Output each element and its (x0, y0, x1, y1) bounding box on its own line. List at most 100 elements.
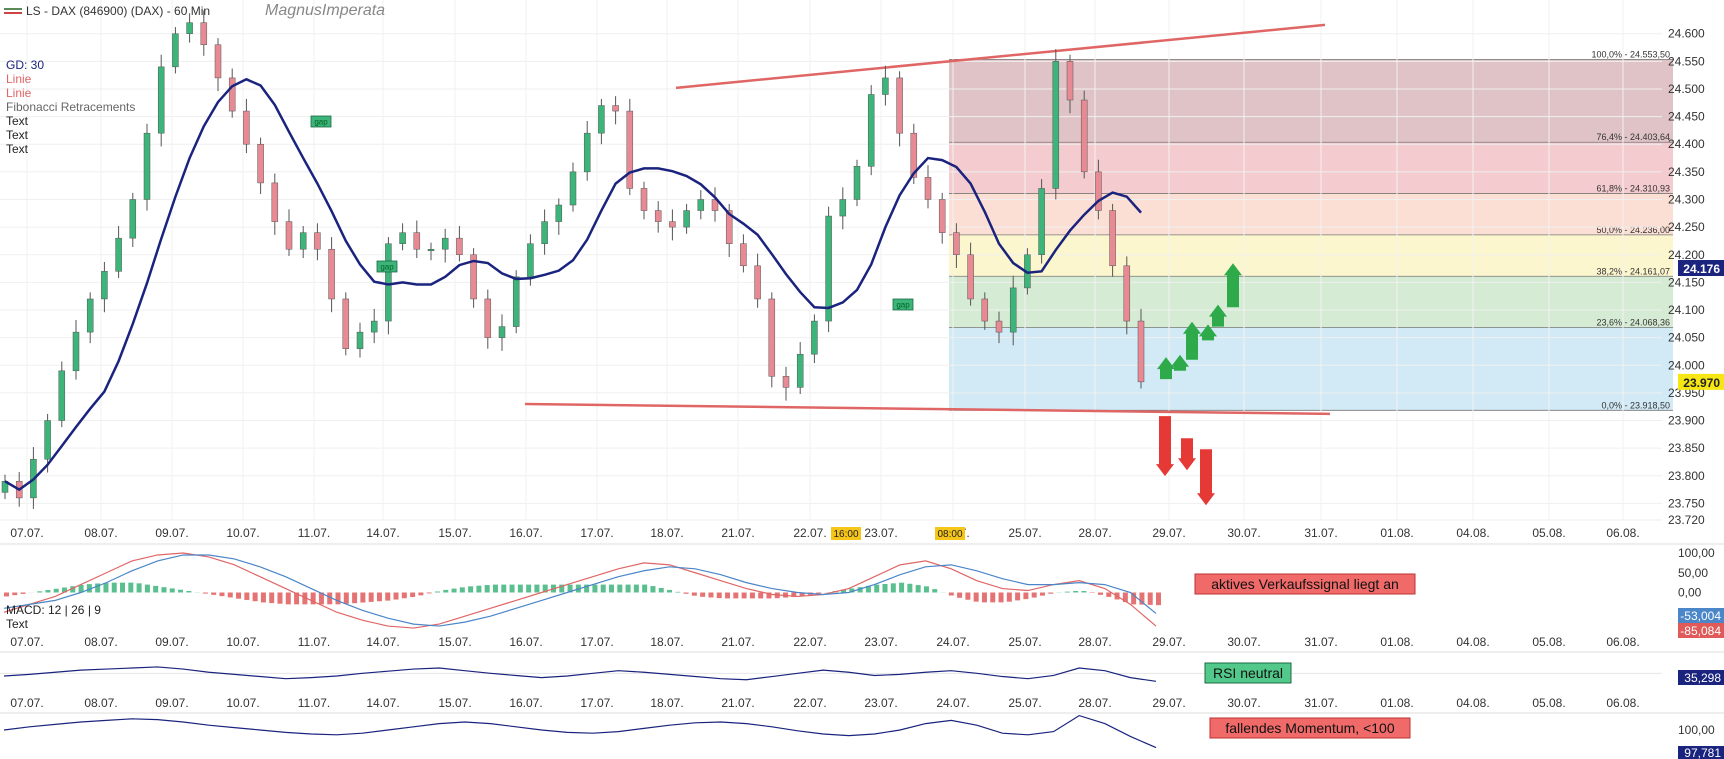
rsi-x-tick-16: 29.07. (1152, 696, 1185, 710)
candle-body (299, 232, 307, 250)
legend-text-2[interactable]: Text (6, 128, 29, 142)
main-x-tick-3: 10.07. (226, 526, 259, 540)
macd-text[interactable]: Text (6, 617, 29, 631)
up-arrow-3 (1199, 324, 1217, 341)
momentum-value-text: 97,781 (1684, 746, 1721, 759)
candle-body (882, 77, 889, 95)
momentum-panel: 100,00 97,781 fallendes Momentum, <100 (3, 714, 1724, 759)
candle-body (370, 320, 378, 333)
candle-body (953, 232, 960, 256)
macd-title[interactable]: MACD: 12 | 26 | 9 (6, 603, 101, 617)
up-arrow-4 (1209, 304, 1227, 327)
macd-histogram-bar (1006, 592, 1012, 602)
macd-histogram-bar (965, 592, 971, 600)
legend-text-1[interactable]: Text (6, 114, 29, 128)
legend-line-1[interactable]: Linie (6, 72, 32, 86)
macd-histogram-bar (733, 592, 739, 599)
macd-x-tick-13: 24.07. (936, 635, 969, 649)
macd-histogram-bar (1081, 591, 1087, 593)
main-x-tick-15: 28.07. (1078, 526, 1111, 540)
candle-body (385, 243, 392, 322)
fib-zone-4 (949, 276, 1673, 328)
y-tick-12: 24.000 (1668, 358, 1705, 372)
fib-label-1: 76,4% - 24.403,64 (1596, 132, 1670, 142)
candle-body (555, 204, 563, 222)
macd-x-tick-9: 18.07. (650, 635, 683, 649)
fib-zone-3 (949, 234, 1673, 277)
macd-histogram-bar (327, 592, 333, 605)
main-x-tick-6: 15.07. (438, 526, 471, 540)
candle-body (967, 254, 974, 300)
candle-body (129, 199, 137, 239)
macd-annotation-box (1194, 573, 1416, 595)
trend-lines (524, 23, 1331, 416)
candle-body (1095, 171, 1102, 211)
rsi-value-badge (1678, 670, 1724, 685)
rsi-x-tick-15: 28.07. (1078, 696, 1111, 710)
macd-histogram-bar (948, 592, 954, 596)
legend-text-3[interactable]: Text (6, 142, 29, 156)
macd-histogram-bar (708, 592, 714, 598)
macd-annotation-text: aktives Verkaufssignal liegt an (1211, 576, 1399, 592)
macd-x-tick-22: 06.08. (1606, 635, 1639, 649)
candle-body (115, 237, 122, 272)
candle-body (612, 105, 619, 112)
legend-line-2[interactable]: Linie (6, 86, 32, 100)
down-arrow-0 (1156, 416, 1174, 477)
gap-marker-2 (892, 298, 914, 311)
candle-body (697, 199, 705, 211)
candle-body (143, 132, 151, 200)
macd-histogram-bar (725, 592, 731, 599)
scenario-arrows (1156, 263, 1242, 506)
macd-x-tick-19: 01.08. (1380, 635, 1413, 649)
main-x-tick-8: 17.07. (580, 526, 613, 540)
macd-histogram-bar (650, 586, 656, 593)
lower-trend-line (524, 402, 1331, 416)
y-tick-6: 24.300 (1668, 192, 1705, 206)
candle-body (44, 420, 51, 460)
legend-gd[interactable]: GD: 30 (6, 58, 45, 72)
macd-histogram-bar (144, 584, 150, 593)
candle-body (413, 232, 421, 250)
candle-body (527, 243, 534, 278)
candle-body (101, 271, 108, 300)
candle-body (1109, 210, 1116, 267)
fib-label-4: 38,2% - 24.161,07 (1596, 266, 1670, 276)
macd-histogram-bar (136, 583, 142, 593)
candle-body (598, 105, 605, 134)
macd-histogram-bar (600, 584, 606, 593)
candle-body (243, 110, 250, 145)
macd-histogram-bar (667, 589, 673, 593)
macd-histogram-bar (343, 592, 349, 604)
rsi-x-tick-13: 24.07. (936, 696, 969, 710)
macd-histogram-bar (584, 584, 590, 593)
candle-body (896, 77, 903, 134)
chart-header: LS - DAX (846900) (DAX) - 60 Min (4, 4, 210, 18)
time-axis: 07.07. 08.07. 09.07. 10.07. 11.07. 14.07. 15.0… (0, 526, 1724, 714)
rsi-x-tick-9: 18.07. (650, 696, 683, 710)
macd-histogram-bar (816, 592, 822, 594)
macd-histogram-bar (53, 588, 59, 593)
macd-y-tick-0: 100,00 (1678, 546, 1715, 560)
macd-value-badge (1678, 608, 1724, 623)
macd-histogram-bar (227, 592, 233, 598)
macd-histogram-bar (360, 592, 366, 603)
time-highlight-2 (935, 527, 965, 540)
legend-fibonacci[interactable]: Fibonacci Retracements (6, 100, 136, 114)
macd-signal-line (3, 554, 1157, 627)
macd-histogram-bar (1097, 592, 1103, 595)
macd-histogram-bar (459, 587, 465, 593)
y-tick-2: 24.500 (1668, 82, 1705, 96)
rsi-x-tick-10: 21.07. (721, 696, 754, 710)
y-tick-4: 24.400 (1668, 137, 1705, 151)
main-x-tick-22: 06.08. (1606, 526, 1639, 540)
macd-histogram-bar (476, 585, 482, 593)
macd-histogram-bar (501, 584, 507, 593)
candle-body (825, 215, 832, 322)
rsi-x-tick-7: 16.07. (509, 696, 542, 710)
macd-x-tick-4: 11.07. (298, 635, 330, 649)
macd-histogram-bar (915, 585, 921, 593)
macd-histogram-bar (277, 592, 283, 604)
macd-histogram-bar (4, 592, 9, 597)
